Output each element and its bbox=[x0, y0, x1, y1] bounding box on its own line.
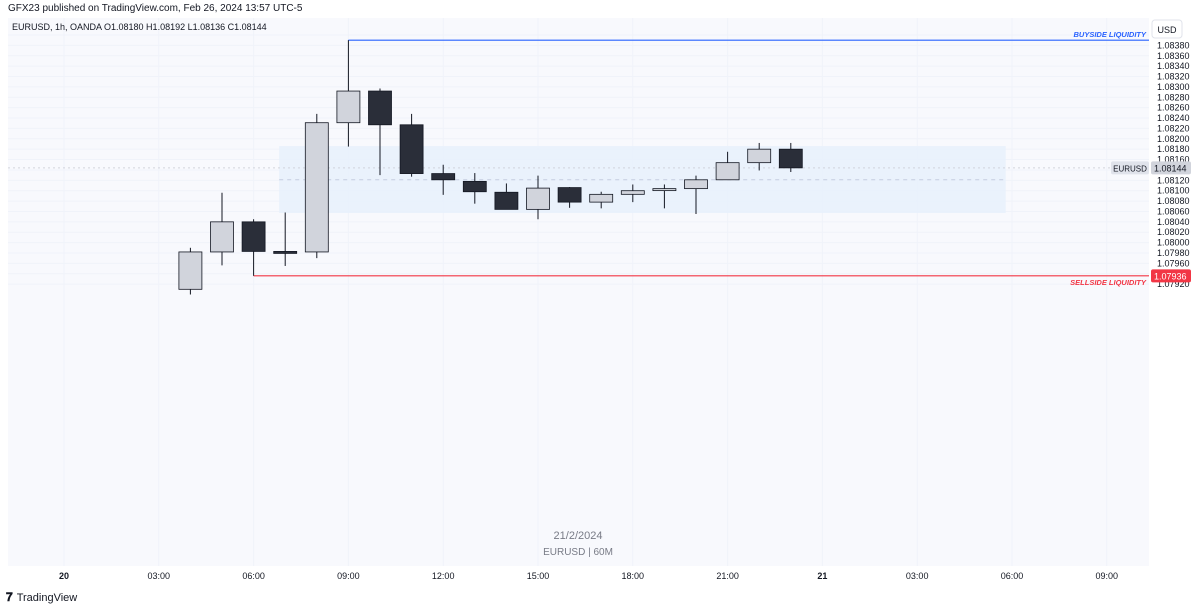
y-tick-label: 1.08280 bbox=[1157, 92, 1190, 102]
candle-body[interactable] bbox=[368, 90, 392, 126]
y-tick-label: 1.08000 bbox=[1157, 238, 1190, 248]
candlestick-chart[interactable]: BUYSIDE LIQUIDITY SELLSIDE LIQUIDITY 21/2/… bbox=[0, 18, 1200, 586]
y-tick-label: 1.08160 bbox=[1157, 155, 1190, 165]
y-tick-label: 1.08360 bbox=[1157, 51, 1190, 61]
tradingview-logo-icon: 𝟕 bbox=[6, 590, 13, 604]
x-tick-label: 06:00 bbox=[1001, 571, 1024, 581]
sellside-price-badge bbox=[1151, 269, 1191, 283]
price-axis[interactable] bbox=[1149, 18, 1200, 586]
x-tick-label: 20 bbox=[59, 571, 69, 581]
x-tick-label: 03:00 bbox=[906, 571, 929, 581]
y-tick-label: 1.08260 bbox=[1157, 103, 1190, 113]
buyside-liquidity-label: BUYSIDE LIQUIDITY bbox=[1073, 30, 1147, 39]
candle-body[interactable] bbox=[778, 148, 803, 169]
plot-area[interactable] bbox=[8, 18, 1149, 566]
candle-body[interactable] bbox=[241, 221, 266, 252]
publisher-bar: GFX23 published on TradingView.com, Feb … bbox=[0, 0, 1200, 18]
y-tick-label: 1.07920 bbox=[1157, 279, 1190, 289]
y-tick-label: 1.08240 bbox=[1157, 113, 1190, 123]
watermark-symbol: EURUSD | 60M bbox=[543, 547, 613, 558]
x-tick-label: 12:00 bbox=[432, 571, 455, 581]
publisher-text: GFX23 published on TradingView.com, Feb … bbox=[8, 3, 303, 14]
candle-body[interactable] bbox=[589, 193, 614, 203]
y-tick-label: 1.08080 bbox=[1157, 196, 1190, 206]
candle-body[interactable] bbox=[462, 180, 487, 193]
y-tick-label: 1.08020 bbox=[1157, 227, 1190, 237]
x-tick-label: 18:00 bbox=[622, 571, 645, 581]
currency-button[interactable] bbox=[1151, 19, 1183, 39]
y-tick-label: 1.08060 bbox=[1157, 206, 1190, 216]
brand-name: TradingView bbox=[16, 591, 78, 604]
candle-body[interactable] bbox=[715, 162, 740, 181]
candle-body[interactable] bbox=[304, 122, 329, 253]
ohlc-legend: EURUSD, 1h, OANDA O1.08180 H1.08192 L1.0… bbox=[12, 22, 267, 32]
x-tick-label: 21:00 bbox=[716, 571, 739, 581]
x-tick-label: 03:00 bbox=[148, 571, 171, 581]
candle-body[interactable] bbox=[684, 179, 708, 190]
y-tick-label: 1.08180 bbox=[1157, 144, 1190, 154]
last-price-value: 1.08144 bbox=[1154, 163, 1187, 173]
candle-body[interactable] bbox=[336, 90, 361, 124]
footer: 𝟕 TradingView bbox=[0, 586, 1200, 607]
candle-body[interactable] bbox=[557, 187, 582, 203]
candle-body[interactable] bbox=[178, 251, 203, 290]
y-tick-label: 1.08120 bbox=[1157, 175, 1190, 185]
y-tick-label: 1.08220 bbox=[1157, 123, 1190, 133]
y-tick-label: 1.08100 bbox=[1157, 186, 1190, 196]
watermark-date: 21/2/2024 bbox=[554, 530, 603, 542]
y-tick-label: 1.08300 bbox=[1157, 82, 1190, 92]
y-tick-label: 1.07980 bbox=[1157, 248, 1190, 258]
time-axis[interactable] bbox=[0, 566, 1149, 586]
x-tick-label: 09:00 bbox=[337, 571, 360, 581]
symbol-tag-text: EURUSD bbox=[1113, 164, 1147, 173]
sellside-price-value: 1.07936 bbox=[1154, 271, 1187, 281]
y-tick-label: 1.07960 bbox=[1157, 258, 1190, 268]
x-tick-label: 21 bbox=[817, 571, 827, 581]
candle-body[interactable] bbox=[210, 221, 234, 253]
candle-body[interactable] bbox=[494, 191, 519, 210]
candle-body[interactable] bbox=[620, 190, 645, 195]
candle-body[interactable] bbox=[652, 188, 677, 192]
sellside-liquidity-label: SELLSIDE LIQUIDITY bbox=[1070, 278, 1147, 287]
x-tick-label: 06:00 bbox=[242, 571, 265, 581]
candle-body[interactable] bbox=[431, 173, 456, 181]
y-tick-label: 1.08340 bbox=[1157, 61, 1190, 71]
last-price-badge bbox=[1151, 161, 1191, 175]
x-tick-label: 09:00 bbox=[1096, 571, 1119, 581]
y-tick-label: 1.08040 bbox=[1157, 217, 1190, 227]
y-tick-label: 1.08320 bbox=[1157, 72, 1190, 82]
candle-body[interactable] bbox=[526, 187, 550, 210]
tradingview-logo[interactable]: 𝟕 TradingView bbox=[6, 590, 77, 605]
y-tick-label: 1.08380 bbox=[1157, 40, 1190, 50]
candle-body[interactable] bbox=[273, 251, 298, 254]
y-tick-label: 1.08200 bbox=[1157, 134, 1190, 144]
x-tick-label: 15:00 bbox=[527, 571, 550, 581]
currency-button-label[interactable]: USD bbox=[1157, 25, 1177, 35]
candle-body[interactable] bbox=[747, 148, 772, 164]
symbol-tag bbox=[1111, 161, 1149, 175]
candle-body[interactable] bbox=[399, 124, 424, 174]
